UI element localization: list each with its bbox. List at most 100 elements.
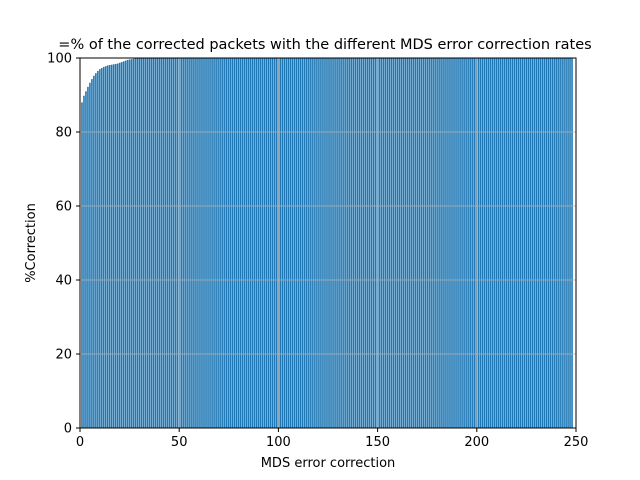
bar	[291, 58, 294, 428]
bar	[388, 58, 391, 428]
bar	[428, 58, 430, 428]
bar	[513, 58, 516, 428]
bar	[196, 58, 198, 428]
bar	[229, 58, 232, 428]
bar	[470, 58, 472, 428]
bar	[194, 58, 196, 428]
bar	[95, 73, 97, 429]
bar	[571, 58, 573, 428]
bar	[311, 58, 313, 428]
bar	[345, 58, 347, 428]
bar	[182, 58, 184, 428]
bar	[150, 58, 153, 428]
bar	[485, 58, 488, 428]
bar	[402, 58, 405, 428]
bar	[180, 58, 182, 428]
bar	[126, 59, 129, 428]
bar	[140, 58, 143, 428]
bar	[436, 58, 438, 428]
bar	[553, 58, 555, 428]
x-tick-label: 250	[564, 435, 589, 450]
bar	[464, 58, 466, 428]
bar	[110, 64, 113, 428]
bar	[559, 58, 561, 428]
bar	[164, 58, 167, 428]
bar	[412, 58, 415, 428]
bar	[505, 58, 508, 428]
bar	[108, 65, 111, 428]
bar	[517, 58, 520, 428]
bar	[430, 58, 432, 428]
bar	[114, 63, 117, 429]
bar	[144, 58, 147, 428]
bar	[214, 58, 216, 428]
bar	[216, 58, 218, 428]
bar	[541, 58, 544, 428]
y-tick-label: 80	[55, 126, 72, 141]
bar	[495, 58, 498, 428]
bar	[531, 58, 534, 428]
bar	[158, 58, 161, 428]
bar	[116, 63, 119, 429]
chart-title: =% of the corrected packets with the dif…	[58, 37, 591, 53]
bar	[160, 58, 163, 428]
bar	[287, 58, 290, 428]
bar	[454, 58, 456, 428]
bar	[245, 58, 248, 428]
bar	[295, 58, 298, 428]
bar	[523, 58, 526, 428]
bar	[569, 58, 571, 428]
bar	[420, 58, 423, 428]
bar	[299, 58, 302, 428]
bar	[396, 58, 399, 428]
bar	[170, 58, 173, 428]
bar	[154, 58, 157, 428]
bar	[414, 58, 417, 428]
bar	[222, 58, 224, 428]
bar	[356, 58, 359, 428]
bar	[561, 58, 563, 428]
bar	[249, 58, 252, 428]
bar	[275, 58, 278, 428]
bar	[184, 58, 186, 428]
bar	[255, 58, 258, 428]
bar	[386, 58, 389, 428]
bar	[106, 65, 109, 429]
bar	[347, 58, 349, 428]
bar	[446, 58, 448, 428]
bar	[319, 58, 321, 428]
bar	[271, 58, 274, 428]
bar	[565, 58, 567, 428]
bar	[321, 58, 323, 428]
bar	[337, 58, 339, 428]
bar	[374, 58, 377, 428]
bar	[146, 58, 149, 428]
bar	[233, 58, 236, 428]
y-tick-label: 40	[55, 274, 72, 289]
bar	[511, 58, 514, 428]
bar	[442, 58, 444, 428]
bar	[97, 70, 99, 428]
bar	[315, 58, 317, 428]
bar	[351, 58, 353, 428]
bar	[204, 58, 206, 428]
bar	[120, 62, 123, 428]
bar	[174, 58, 177, 428]
bar	[551, 58, 553, 428]
bar	[477, 58, 480, 428]
bar	[527, 58, 530, 428]
bar	[418, 58, 421, 428]
bar	[237, 58, 240, 428]
bar	[128, 59, 131, 428]
bar	[112, 64, 115, 428]
bar	[228, 58, 230, 428]
bar	[479, 58, 482, 428]
bar	[83, 95, 85, 429]
plot-frame	[79, 57, 577, 429]
bar	[132, 58, 135, 429]
bar	[323, 58, 325, 428]
bar	[394, 58, 397, 428]
bar	[398, 58, 401, 428]
bar	[307, 58, 309, 428]
bar	[130, 59, 133, 429]
